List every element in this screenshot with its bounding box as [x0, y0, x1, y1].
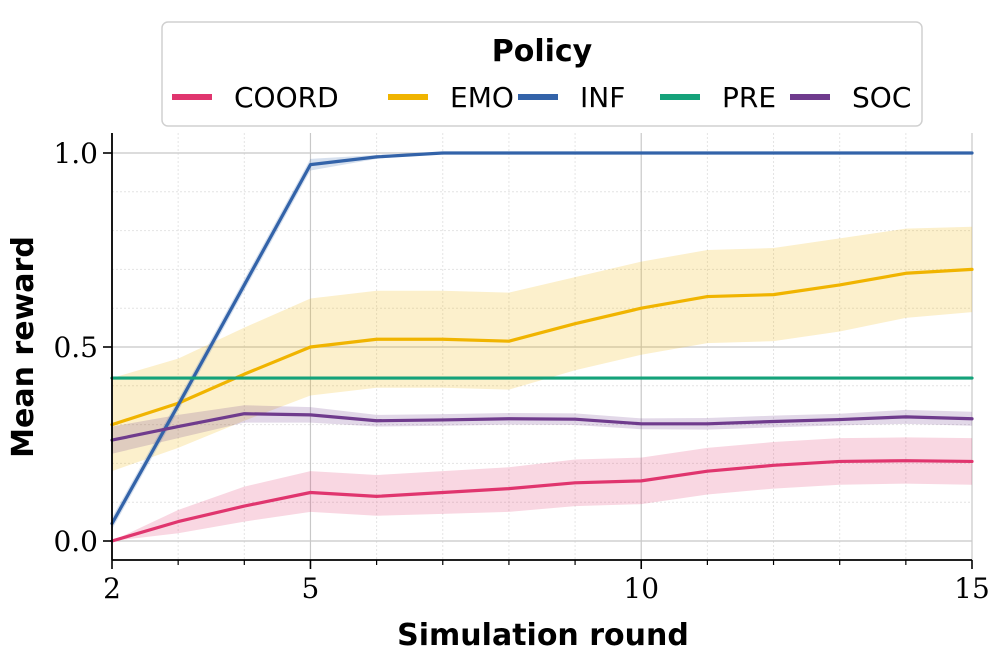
x-tick-label: 15 — [954, 572, 990, 605]
series-line-soc — [110, 412, 974, 442]
x-tick-label: 5 — [302, 572, 320, 605]
series-lines — [110, 151, 974, 543]
legend-label-pre: PRE — [722, 81, 776, 114]
legend-label-emo: EMO — [450, 81, 514, 114]
legend-title: Policy — [492, 34, 593, 69]
band-coord — [112, 437, 972, 541]
y-axis-title: Mean reward — [6, 236, 41, 458]
band-emo — [112, 226, 972, 472]
y-tick-label: 0.0 — [53, 525, 98, 558]
axes: 2 5 10 15 0.0 0.5 1.0 — [53, 133, 990, 605]
legend-label-inf: INF — [580, 81, 625, 114]
x-tick-label: 10 — [623, 572, 659, 605]
series-line-emo — [110, 267, 974, 427]
legend-entries: COORD EMO INF PRE SOC — [172, 81, 911, 114]
y-tick-label: 1.0 — [53, 137, 98, 170]
legend-label-coord: COORD — [234, 81, 339, 114]
legend-label-soc: SOC — [852, 81, 911, 114]
series-line-inf — [110, 151, 974, 526]
x-axis-title: Simulation round — [397, 618, 689, 653]
series-line-coord — [110, 459, 974, 543]
x-tick-label: 2 — [103, 572, 121, 605]
legend: Policy COORD EMO INF PRE SOC — [161, 21, 923, 127]
legend-frame — [161, 21, 923, 127]
y-tick-label: 0.5 — [53, 331, 98, 364]
